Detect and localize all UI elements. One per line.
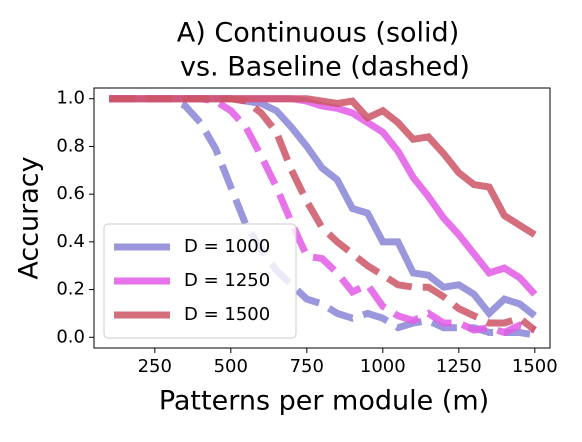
y-tick-label: 0.6: [56, 183, 85, 204]
y-tick-label: 0.4: [56, 231, 85, 252]
x-tick-label: 1500: [512, 356, 558, 377]
x-tick-label: 500: [214, 356, 248, 377]
y-tick-label: 0.0: [56, 326, 85, 347]
baseline-line: [109, 95, 536, 337]
y-axis-label: Accuracy: [14, 156, 45, 279]
line: [109, 95, 537, 238]
x-tick-label: 1250: [436, 356, 482, 377]
y-tick-label: 1.0: [56, 88, 85, 109]
baseline-line: [109, 95, 537, 333]
y-tick-label: 0.8: [56, 135, 85, 156]
legend-label: D = 1250: [184, 270, 270, 291]
y-tick-label: 0.2: [56, 279, 85, 300]
x-tick-label: 1000: [360, 356, 406, 377]
legend-box: [103, 223, 297, 339]
x-tick-label: 750: [290, 356, 324, 377]
legend-label: D = 1000: [184, 236, 270, 257]
chart-title: A) Continuous (solid): [177, 18, 459, 49]
plot-frame: [93, 87, 551, 349]
chart-title: vs. Baseline (dashed): [180, 52, 470, 83]
x-axis-label: Patterns per module (m): [159, 386, 489, 417]
legend-label: D = 1500: [184, 304, 270, 325]
x-tick-label: 250: [138, 356, 172, 377]
